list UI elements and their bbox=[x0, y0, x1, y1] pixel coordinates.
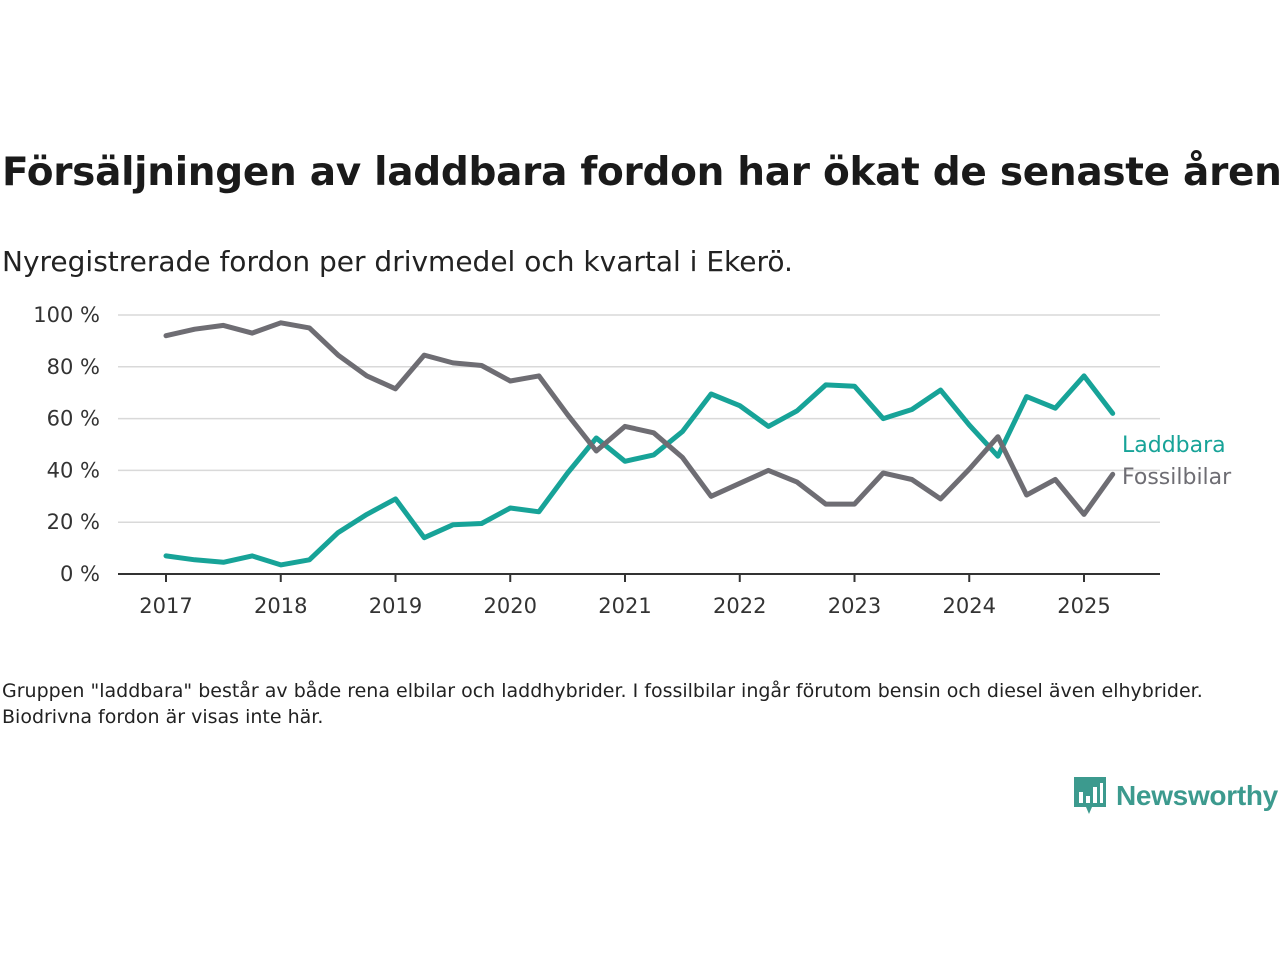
x-tick-label: 2023 bbox=[828, 594, 881, 618]
y-tick-label: 40 % bbox=[47, 458, 100, 482]
series-line-fossilbilar bbox=[163, 320, 1116, 517]
x-tick-label: 2021 bbox=[598, 594, 651, 618]
chart-subtitle: Nyregistrerade fordon per drivmedel och … bbox=[2, 245, 793, 278]
y-tick-label: 100 % bbox=[33, 303, 100, 327]
axes: 0 % 20 % 40 % 60 % 80 % 100 % 2017 2018 2019 2020… bbox=[33, 303, 1160, 618]
chart-title: Försäljningen av laddbara fordon har öka… bbox=[2, 150, 1280, 195]
series-labels: Laddbara Fossilbilar bbox=[1122, 433, 1232, 490]
y-tick-label: 0 % bbox=[60, 562, 100, 586]
gridlines bbox=[118, 314, 1160, 523]
series-label-laddbara: Laddbara bbox=[1122, 433, 1226, 458]
y-tick-label: 20 % bbox=[47, 510, 100, 534]
series-label-fossilbilar: Fossilbilar bbox=[1122, 465, 1232, 490]
x-tick-label: 2024 bbox=[943, 594, 996, 618]
y-tick-label: 60 % bbox=[47, 407, 100, 431]
line-chart: 0 % 20 % 40 % 60 % 80 % 100 % 2017 2018 2019 2020… bbox=[33, 303, 1232, 618]
series-lines bbox=[163, 320, 1116, 568]
y-tick-label: 80 % bbox=[47, 355, 100, 379]
x-tick-label: 2019 bbox=[369, 594, 422, 618]
footnote: Gruppen "laddbara" består av både rena e… bbox=[2, 680, 1203, 728]
newsworthy-logo-icon bbox=[1074, 777, 1106, 814]
x-tick-label: 2025 bbox=[1057, 594, 1110, 618]
brand-name: Newsworthy bbox=[1116, 780, 1278, 811]
series-line-laddbara bbox=[163, 373, 1116, 568]
x-tick-label: 2022 bbox=[713, 594, 766, 618]
brand-logo[interactable]: Newsworthy bbox=[1072, 775, 1278, 817]
x-tick-label: 2018 bbox=[254, 594, 307, 618]
x-tick-label: 2020 bbox=[484, 594, 537, 618]
x-tick-label: 2017 bbox=[139, 594, 192, 618]
